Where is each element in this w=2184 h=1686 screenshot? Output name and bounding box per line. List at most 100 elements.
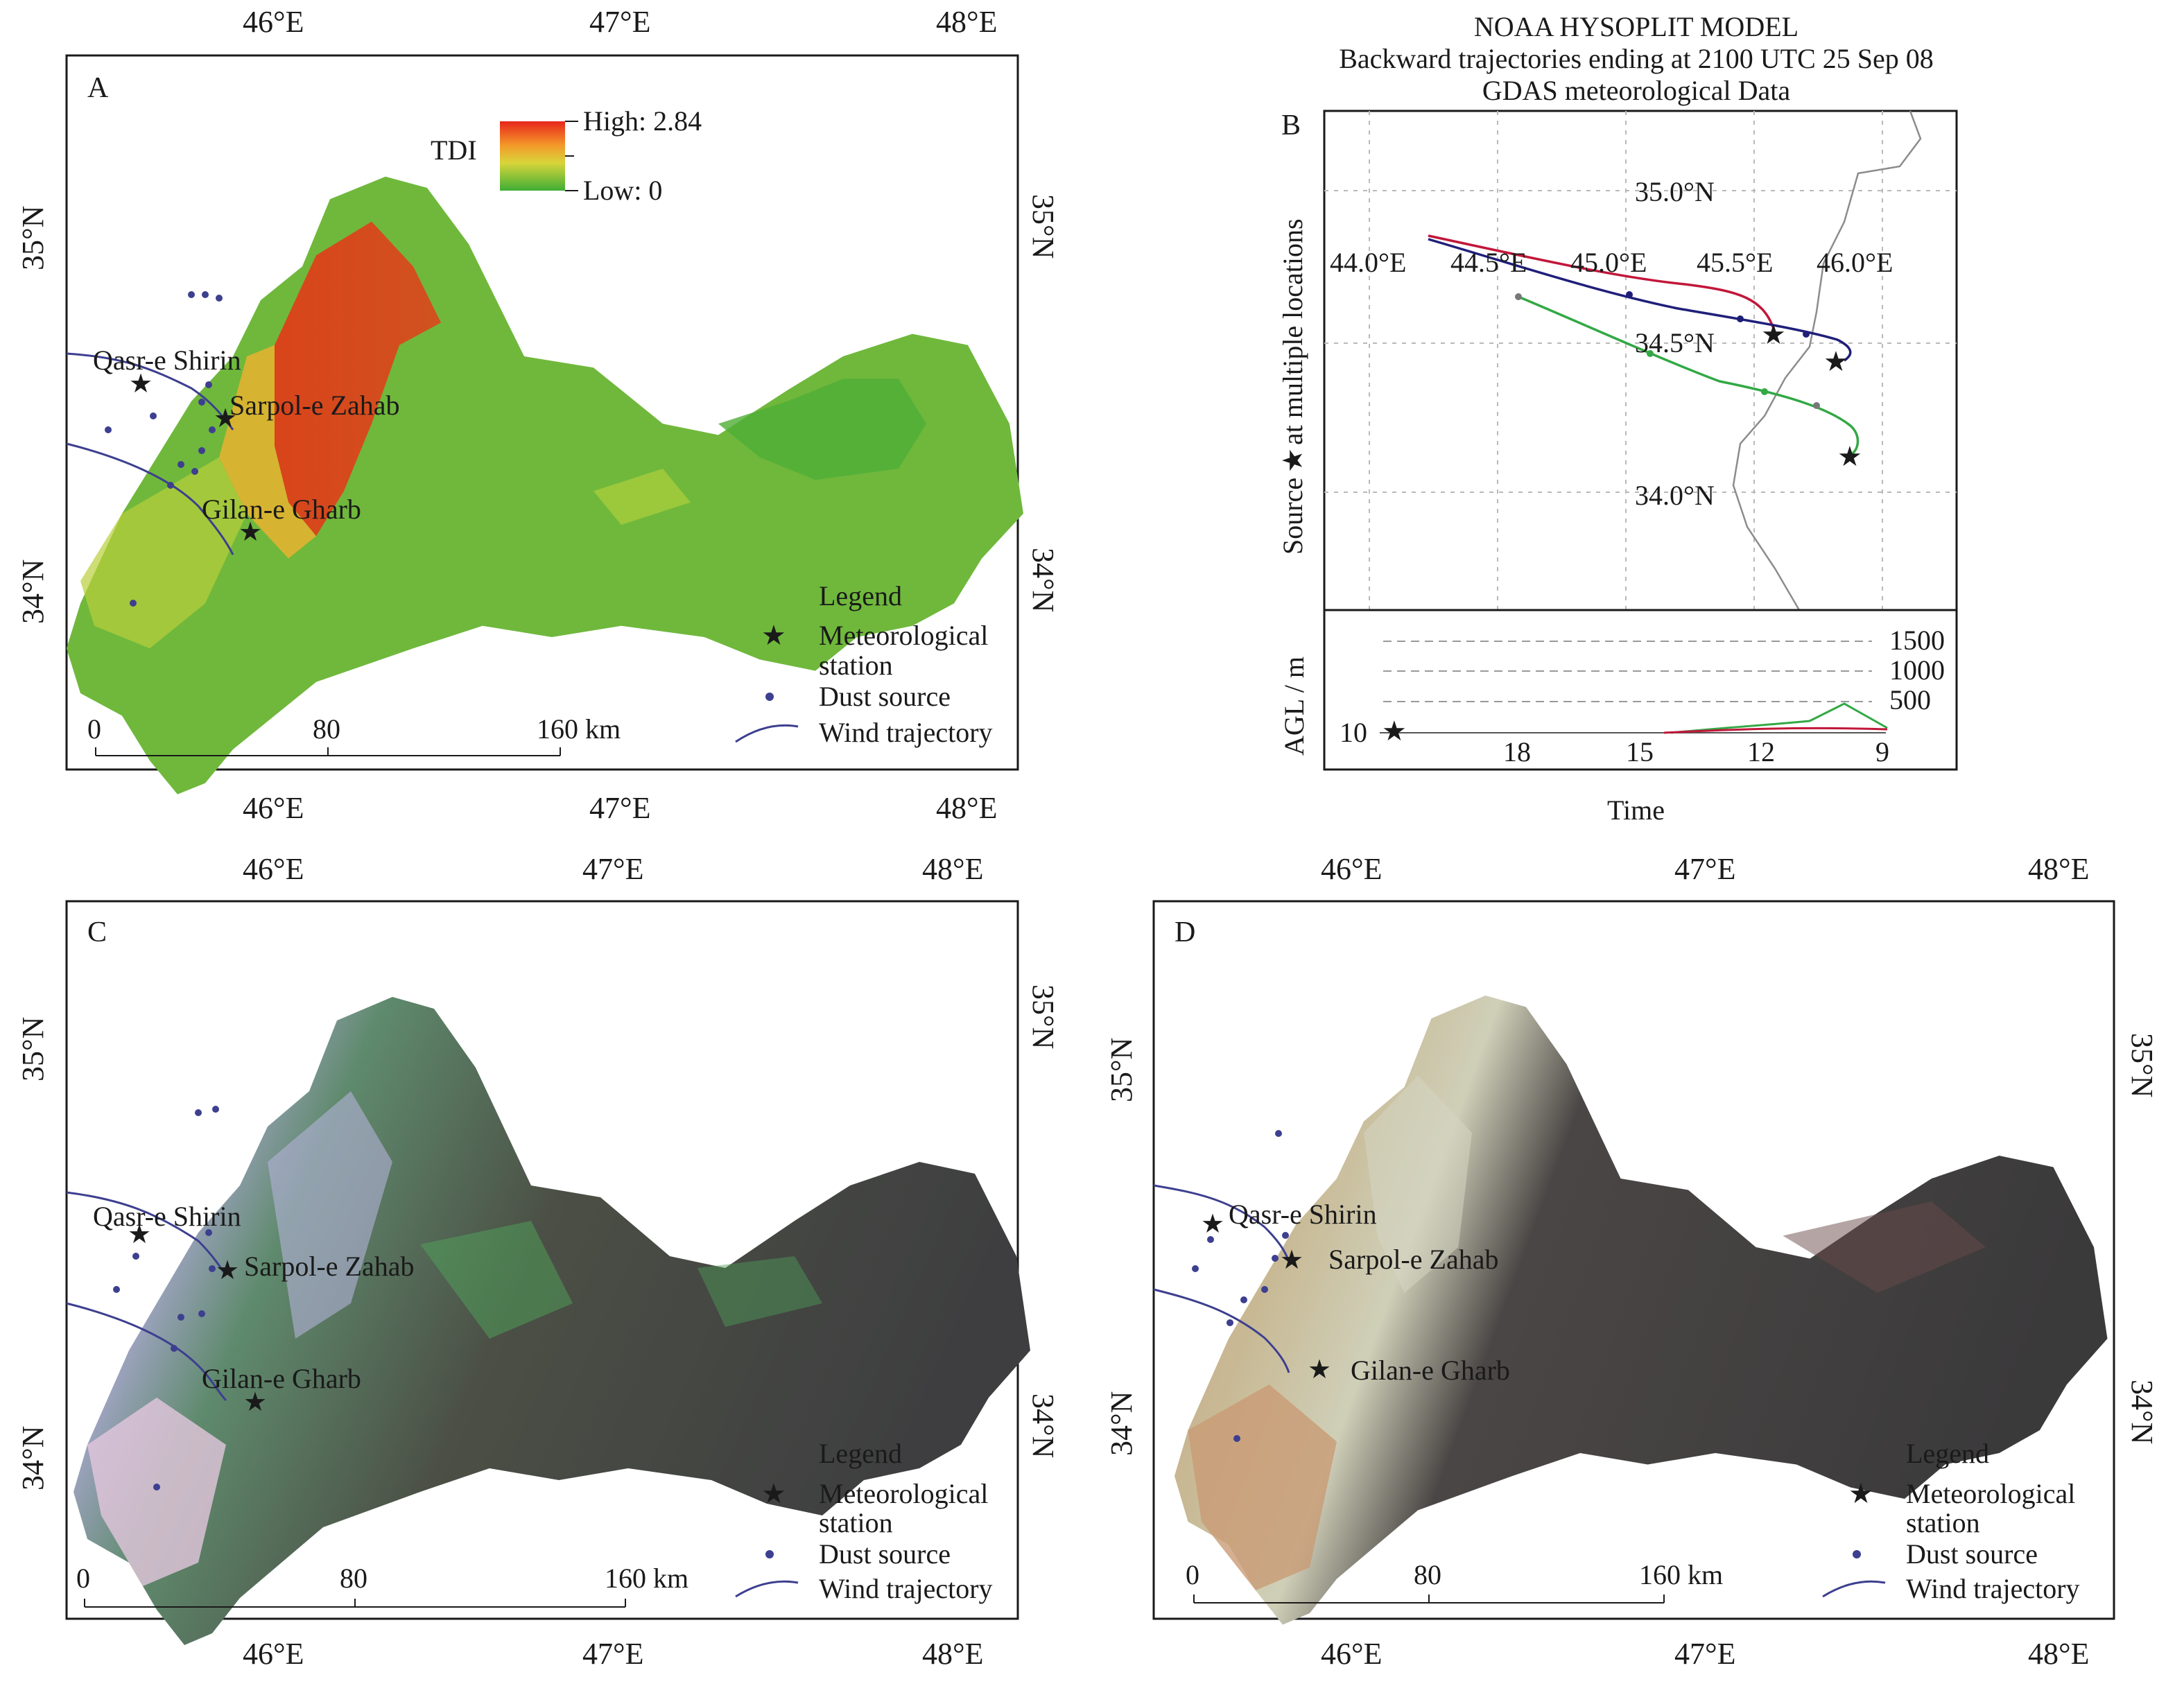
time-xlabel: Time (1607, 794, 1665, 826)
lat-label-35: 35.0°N (1635, 176, 1715, 207)
wind-trajectory-d1 (1153, 1184, 1290, 1262)
city-d-label-sarpol: Sarpol-e Zahab (1328, 1244, 1498, 1275)
wind-trajectory-d2 (1153, 1288, 1290, 1373)
c-bottom-tick-46: 46°E (243, 1637, 304, 1671)
a-bottom-tick-47: 47°E (589, 791, 650, 825)
city-label-gilan: Gilan-e Gharb (202, 494, 361, 525)
station-c-star-gilan: ★ (243, 1388, 267, 1417)
legend-dot-icon (765, 693, 774, 701)
trajectory-map-grid (1324, 111, 1957, 610)
colorbar-title: TDI (431, 134, 477, 166)
panel-a-label: A (87, 72, 109, 104)
legend-d-station-line1: Meteorological (1906, 1478, 2075, 1509)
city-c-label-gilan: Gilan-e Gharb (202, 1363, 361, 1394)
scale-bar-c: 0 80 160 km (76, 1563, 688, 1608)
trajectory-markers (1515, 291, 1820, 409)
ylabel-locations: at multiple locations (1277, 218, 1308, 445)
stations-a: ★ ★ ★ (129, 370, 262, 547)
legend-d-title: Legend (1906, 1438, 1989, 1469)
legend-c-dot-icon (765, 1550, 774, 1558)
height-panel-frame (1323, 609, 1958, 771)
city-label-sarpol: Sarpol-e Zahab (229, 390, 399, 421)
stations-c: ★ ★ ★ (128, 1220, 267, 1417)
source-star-green: ★ (1837, 441, 1862, 472)
panel-d: D ★ ★ ★ Qasr-e Shirin Sarpol-e Zahab Gil… (1152, 900, 2115, 1625)
scale-c-label-80: 80 (340, 1563, 367, 1594)
time-tick-9: 9 (1875, 736, 1889, 767)
a-bottom-tick-46: 46°E (243, 791, 304, 825)
legend-d-star-icon: ★ (1848, 1478, 1873, 1509)
c-right-tick-34: 34°N (1026, 1393, 1060, 1458)
scale-label-0: 0 (87, 713, 101, 745)
c-right-tick-35: 35°N (1026, 984, 1060, 1049)
ylabel-star-icon: ★ (1277, 448, 1308, 473)
legend-c-station-line1: Meteorological (819, 1478, 988, 1509)
colorbar-gradient (500, 121, 565, 191)
a-top-tick-47: 47°E (589, 5, 650, 39)
panel-b: NOAA HYSOPLIT MODEL Backward trajectorie… (1277, 11, 1958, 826)
colorbar-high-label: High: 2.84 (583, 105, 702, 137)
legend-wind-label: Wind trajectory (819, 717, 993, 748)
lon-label-44: 44.0°E (1330, 247, 1406, 278)
legend-c-line-icon (735, 1580, 799, 1598)
wind-trajectory-1 (66, 352, 234, 431)
station-c-star-qasr: ★ (128, 1220, 151, 1249)
legend-station-line1: Meteorological (819, 620, 988, 651)
panel-c: C ★ ★ ★ Qasr-e Shirin Sarpol-e Zahab Gil… (65, 900, 1030, 1645)
d-right-tick-34: 34°N (2125, 1380, 2159, 1444)
station-d-star-sarpol: ★ (1280, 1246, 1303, 1275)
scale-bar-d: 0 80 160 km (1186, 1559, 1723, 1604)
panel-b-label: B (1281, 110, 1301, 141)
panel-d-ticks: 46°E 47°E 48°E 46°E 47°E 48°E 35°N 34°N … (1104, 852, 2159, 1671)
height-tick-1500: 1500 (1889, 625, 1945, 656)
source-star-blue: ★ (1823, 346, 1848, 377)
panel-d-rgb-raster (1175, 996, 2108, 1625)
wind-trajectory-2 (66, 442, 234, 555)
height-tick-500: 500 (1889, 684, 1931, 715)
height-trace-red (1663, 727, 1888, 734)
legend-d-wind-label: Wind trajectory (1906, 1573, 2080, 1604)
scale-c-label-160: 160 km (605, 1563, 688, 1594)
a-right-tick-34: 34°N (1026, 548, 1060, 612)
legend-dust-label: Dust source (819, 681, 951, 712)
d-left-tick-34: 34°N (1104, 1391, 1138, 1456)
legend-d-station-line2: station (1906, 1507, 1980, 1538)
c-top-tick-46: 46°E (243, 852, 304, 886)
scale-label-160: 160 km (537, 713, 621, 745)
lon-label-44-5: 44.5°E (1450, 247, 1527, 278)
wind-trajectory-c2 (66, 1302, 227, 1402)
legend-star-icon: ★ (761, 620, 786, 651)
legend-c: Legend ★ Meteorological station Dust sou… (735, 1438, 993, 1604)
city-label-qasr: Qasr-e Shirin (93, 345, 241, 376)
legend-c-dust-label: Dust source (819, 1538, 951, 1570)
c-top-tick-48: 48°E (922, 852, 983, 886)
d-bottom-tick-48: 48°E (2028, 1637, 2089, 1671)
c-left-tick-34: 34°N (16, 1426, 50, 1491)
city-c-label-sarpol: Sarpol-e Zahab (244, 1251, 414, 1282)
height-ylabel: AGL / m (1279, 657, 1310, 756)
panel-d-label: D (1175, 916, 1195, 948)
lon-label-46: 46.0°E (1817, 247, 1893, 278)
border-line (1732, 110, 1922, 611)
legend-d: Legend ★ Meteorological station Dust sou… (1822, 1438, 2080, 1604)
a-left-tick-35: 35°N (16, 206, 50, 270)
city-d-label-gilan: Gilan-e Gharb (1351, 1355, 1510, 1386)
station-star-sarpol: ★ (214, 404, 237, 433)
trajectory-blue (1428, 238, 1852, 362)
legend-c-station-line2: station (819, 1507, 893, 1538)
d-left-tick-35: 35°N (1104, 1038, 1138, 1102)
scale-label-80: 80 (313, 713, 340, 745)
hysplit-title-2: Backward trajectories ending at 2100 UTC… (1339, 43, 1934, 74)
a-top-tick-46: 46°E (243, 5, 304, 39)
station-d-star-gilan: ★ (1308, 1355, 1331, 1384)
legend-a: Legend ★ Meteorological station Dust sou… (735, 580, 993, 748)
panel-a: A TDI High: 2.84 Low: 0 ★ ★ ★ Qasr- (65, 54, 1023, 794)
stations-d: ★ ★ ★ (1201, 1210, 1331, 1384)
a-left-tick-34: 34°N (16, 559, 50, 624)
legend-c-title: Legend (819, 1438, 902, 1469)
height-base-10: 10 (1340, 717, 1367, 748)
station-star-gilan: ★ (239, 518, 262, 547)
time-tick-18: 18 (1503, 736, 1531, 767)
dust-sources-c (113, 1106, 219, 1491)
